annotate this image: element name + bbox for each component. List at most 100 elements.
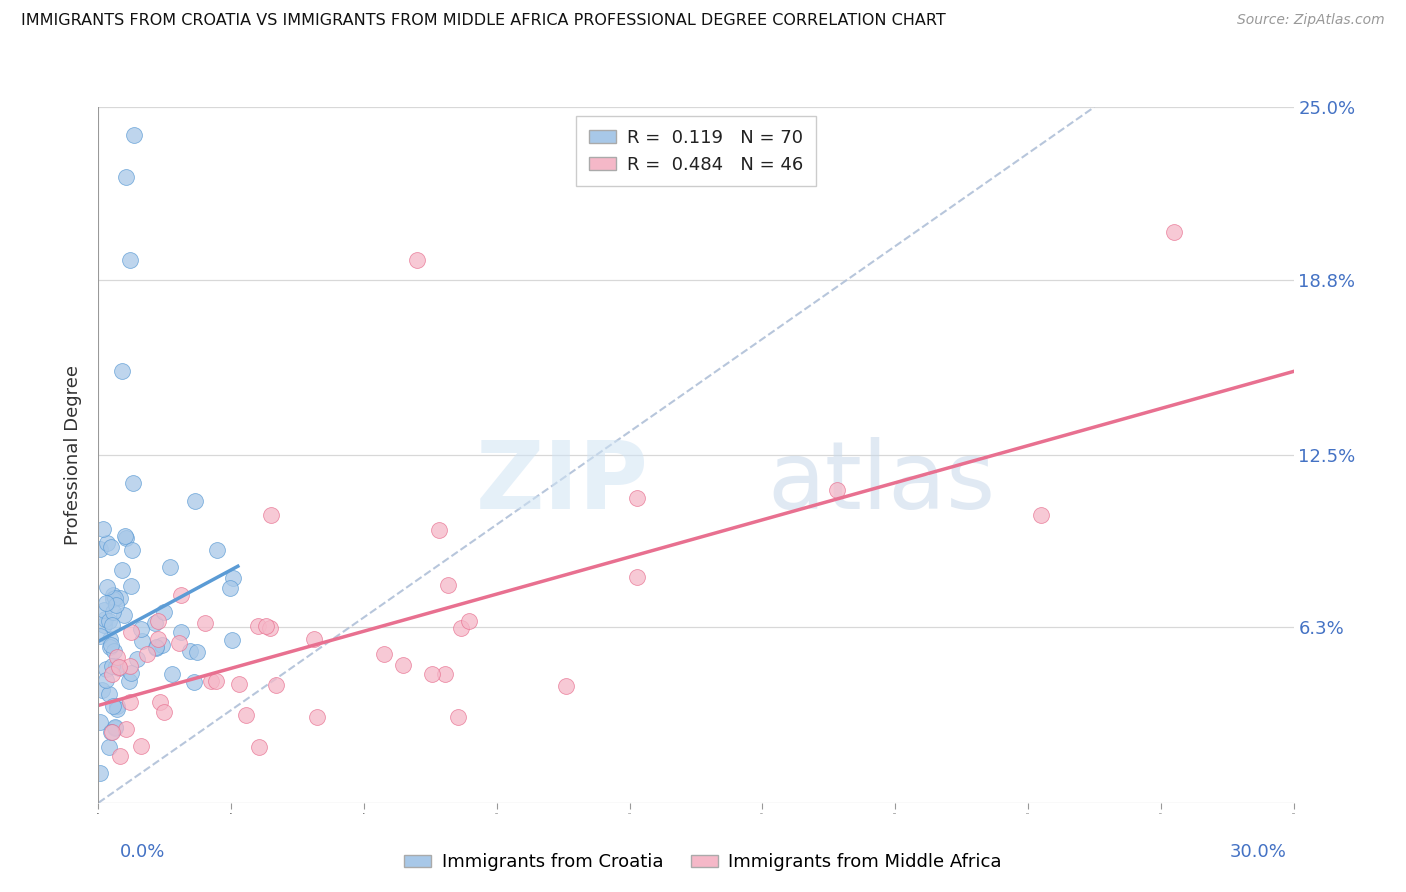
Point [200,674,222,689]
Point [170,624,193,639]
Point [100,638,122,652]
Text: IMMIGRANTS FROM CROATIA VS IMMIGRANTS FROM MIDDLE AFRICA PROFESSIONAL DEGREE COR: IMMIGRANTS FROM CROATIA VS IMMIGRANTS FR… [21,13,946,29]
Point [626,569,648,583]
Point [89,542,111,557]
Point [555,679,578,693]
Point [121,543,143,558]
Point [89,630,111,644]
Point [96,580,118,594]
Point [111,364,134,378]
Point [93,603,115,617]
Point [219,581,242,595]
Point [94,673,117,688]
Point [450,621,472,635]
Point [254,618,277,632]
Legend: R =  0.119   N = 70, R =  0.484   N = 46: R = 0.119 N = 70, R = 0.484 N = 46 [576,116,815,186]
Point [145,640,167,655]
Point [131,622,153,636]
Point [228,676,250,690]
Point [114,529,136,543]
Point [825,483,848,498]
Point [89,715,111,730]
Point [146,614,169,628]
Point [100,725,122,739]
Point [149,695,172,709]
Point [184,494,207,508]
Text: Source: ZipAtlas.com: Source: ZipAtlas.com [1237,13,1385,28]
Point [127,651,149,665]
Point [186,645,208,659]
Point [94,596,117,610]
Point [305,710,328,724]
Point [111,563,134,577]
Point [103,591,125,606]
Point [112,608,135,623]
Point [110,591,132,605]
Point [373,648,395,662]
Point [120,659,142,673]
Point [97,614,120,628]
Point [105,650,128,665]
Point [427,523,450,537]
Point [302,632,325,646]
Point [205,542,228,557]
Point [101,698,124,713]
Point [100,540,122,554]
Point [247,739,270,754]
Point [131,739,153,753]
Point [90,682,112,697]
Point [107,661,129,675]
Point [98,632,121,646]
Text: 0.0%: 0.0% [120,843,165,861]
Point [120,665,142,680]
Point [205,673,228,688]
Point [1163,225,1185,239]
Point [120,625,142,640]
Point [259,621,281,635]
Point [122,475,145,490]
Point [135,647,157,661]
Point [145,641,167,656]
Point [105,699,128,714]
Point [103,643,125,657]
Point [103,591,125,606]
Point [115,722,138,736]
Point [91,522,114,536]
Point [100,725,122,739]
Point [105,658,128,673]
Point [406,253,429,268]
Point [93,612,115,626]
Point [101,588,124,602]
Point [104,720,127,734]
Point [433,666,456,681]
Point [221,632,243,647]
Point [266,678,288,692]
Point [98,687,121,701]
Point [114,531,136,545]
Point [626,491,648,506]
Point [118,673,141,688]
Point [194,615,217,630]
Point [108,748,131,763]
Point [159,560,181,574]
Point [101,605,124,619]
Point [447,710,470,724]
Point [183,675,205,690]
Point [131,634,153,648]
Point [222,571,245,585]
Point [94,661,117,675]
Point [152,705,174,719]
Point [98,640,121,655]
Point [96,536,118,550]
Point [146,632,169,646]
Point [420,666,443,681]
Point [93,618,115,632]
Point [105,599,128,613]
Point [120,253,142,268]
Point [235,708,257,723]
Point [89,765,111,780]
Point [152,638,174,652]
Text: atlas: atlas [768,437,995,529]
Point [107,701,129,715]
Point [1029,508,1052,522]
